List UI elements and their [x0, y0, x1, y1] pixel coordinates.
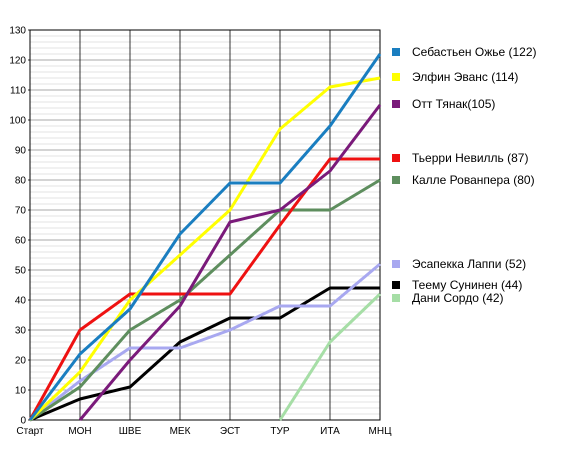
series-lines	[28, 53, 382, 422]
legend-swatch	[392, 294, 400, 302]
legend-swatch	[392, 281, 400, 289]
legend-swatch	[392, 154, 400, 162]
plot-frame	[29, 29, 381, 421]
y-tick-label: 100	[9, 116, 26, 127]
legend-swatch	[392, 48, 400, 56]
y-tick-label: 50	[15, 266, 27, 277]
legend-swatch	[392, 100, 400, 108]
legend-swatch	[392, 260, 400, 268]
x-tick-label: МНЦ	[369, 426, 393, 437]
series-line	[278, 292, 382, 421]
series-line	[28, 53, 382, 421]
x-axis-ticks: Старт МОН ШВЕ МЕК ЭСТ ТУР ИТА МНЦ	[16, 426, 392, 437]
legend-label: Теему Сунинен (44)	[412, 278, 522, 292]
y-tick-label: 80	[15, 176, 27, 187]
x-tick-label: ТУР	[270, 426, 289, 437]
series-line	[78, 104, 382, 421]
x-tick-label: МЕК	[170, 426, 191, 437]
series-line	[28, 157, 380, 421]
y-tick-label: 120	[9, 56, 26, 67]
legend-label: Себастьен Ожье (122)	[412, 45, 537, 59]
series-line	[28, 76, 381, 422]
legend-label: Эсапекка Лаппи (52)	[412, 257, 526, 271]
major-grid	[30, 59, 380, 391]
y-tick-label: 30	[15, 326, 27, 337]
series-line	[29, 286, 380, 422]
legend-swatch	[392, 73, 400, 81]
y-tick-label: 40	[15, 296, 27, 307]
x-tick-label: Старт	[16, 426, 44, 437]
legend: Себастьен Ожье (122) Элфин Эванс (114) Отт…	[392, 45, 537, 305]
legend-label: Тьерри Невилль (87)	[412, 151, 528, 165]
x-tick-label: ШВЕ	[119, 426, 142, 437]
series-line	[29, 178, 381, 422]
y-tick-label: 10	[15, 386, 27, 397]
y-axis-ticks: 0 10 20 30 40 50 60 70 80 90 100 110 120 130	[9, 26, 30, 427]
y-tick-label: 130	[9, 26, 26, 37]
legend-label: Калле Рованпера (80)	[412, 173, 535, 187]
y-tick-label: 0	[20, 416, 26, 427]
legend-swatch	[392, 176, 400, 184]
y-tick-label: 20	[15, 356, 27, 367]
x-tick-label: МОН	[68, 426, 91, 437]
y-tick-label: 90	[15, 146, 27, 157]
legend-label: Дани Сордо (42)	[412, 291, 504, 305]
y-tick-label: 110	[10, 86, 26, 97]
legend-label: Элфин Эванс (114)	[412, 70, 518, 84]
x-tick-label: ЭСТ	[220, 426, 240, 437]
minor-grid	[30, 35, 380, 415]
legend-label: Отт Тянак(105)	[412, 97, 495, 111]
x-tick-label: ИТА	[320, 426, 340, 437]
y-tick-label: 70	[15, 206, 27, 217]
vertical-grid	[79, 30, 331, 420]
y-tick-label: 60	[15, 236, 27, 247]
